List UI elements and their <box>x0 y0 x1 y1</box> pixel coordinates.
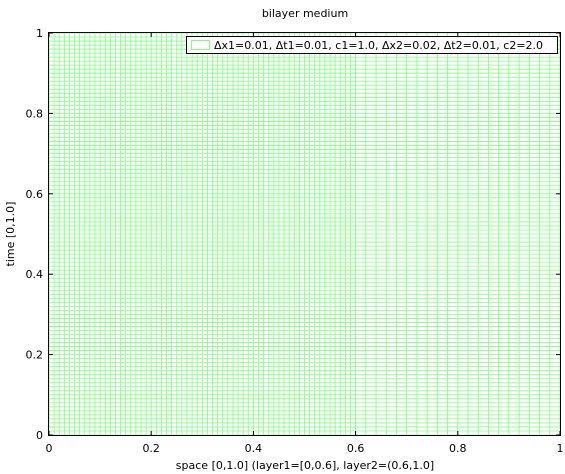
y-tick-label: 0.6 <box>26 188 44 201</box>
legend-swatch <box>191 40 210 50</box>
legend: Δx1=0.01, Δt1=0.01, c1=1.0, Δx2=0.02, Δt… <box>186 36 558 54</box>
y-axis-label: time [0,1.0] <box>4 202 17 267</box>
legend-label: Δx1=0.01, Δt1=0.01, c1=1.0, Δx2=0.02, Δt… <box>214 39 543 52</box>
mesh-grid <box>48 32 561 436</box>
x-tick-label: 0.2 <box>142 442 160 455</box>
y-tick-label: 0.8 <box>26 107 44 120</box>
y-tick-label: 1 <box>36 27 43 40</box>
y-tick-label: 0 <box>36 429 43 442</box>
x-tick-label: 0.4 <box>245 442 263 455</box>
x-tick-label: 0 <box>46 442 53 455</box>
plot-frame <box>48 32 561 436</box>
x-axis-label: space [0,1.0] (layer1=[0,0.6], layer2=(0… <box>176 459 434 472</box>
chart-title: bilayer medium <box>262 7 348 20</box>
x-tick-label: 0.6 <box>347 442 365 455</box>
x-tick-label: 1 <box>557 442 564 455</box>
x-tick-label: 0.8 <box>449 442 467 455</box>
axis-ticks: 0 0.2 0.4 0.6 0.8 1 0 0.2 0.4 0.6 0.8 1 <box>26 27 564 455</box>
y-tick-label: 0.4 <box>26 268 44 281</box>
legend-box <box>186 36 558 54</box>
y-tick-label: 0.2 <box>26 349 44 362</box>
